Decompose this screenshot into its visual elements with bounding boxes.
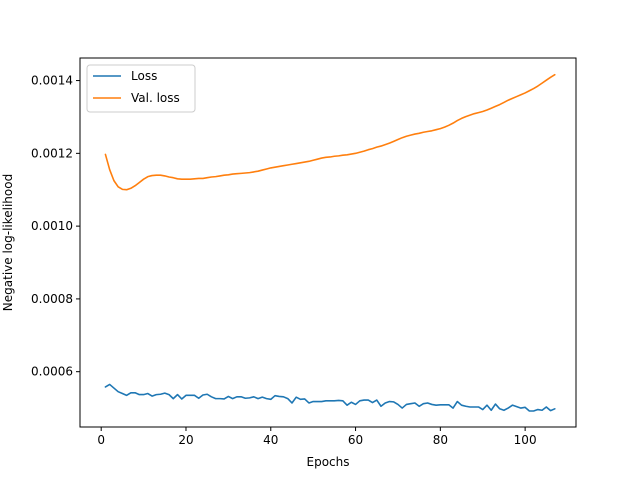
legend-label-loss: Loss — [131, 69, 157, 83]
x-axis-label: Epochs — [307, 455, 350, 469]
y-axis: 0.0006 0.0008 0.0010 0.0012 0.0014 — [31, 74, 80, 379]
x-tick-label: 80 — [433, 433, 448, 447]
y-tick-label: 0.0012 — [31, 146, 73, 160]
y-tick-label: 0.0014 — [31, 74, 73, 88]
y-tick-label: 0.0006 — [31, 365, 73, 379]
series-layer — [104, 73, 556, 412]
plot-frame — [79, 57, 577, 428]
series-line-val-loss — [104, 73, 556, 191]
y-axis-label: Negative log-likelihood — [1, 174, 15, 311]
legend-label-val-loss: Val. loss — [131, 91, 180, 105]
series-line-loss — [104, 383, 556, 412]
x-tick-label: 20 — [178, 433, 193, 447]
y-tick-label: 0.0010 — [31, 219, 73, 233]
x-tick-label: 60 — [348, 433, 363, 447]
x-tick-label: 0 — [97, 433, 105, 447]
legend: Loss Val. loss — [86, 64, 196, 113]
x-axis: 0 20 40 60 80 100 — [97, 427, 537, 447]
x-tick-label: 40 — [263, 433, 278, 447]
y-tick-label: 0.0008 — [31, 292, 73, 306]
x-tick-label: 100 — [514, 433, 537, 447]
